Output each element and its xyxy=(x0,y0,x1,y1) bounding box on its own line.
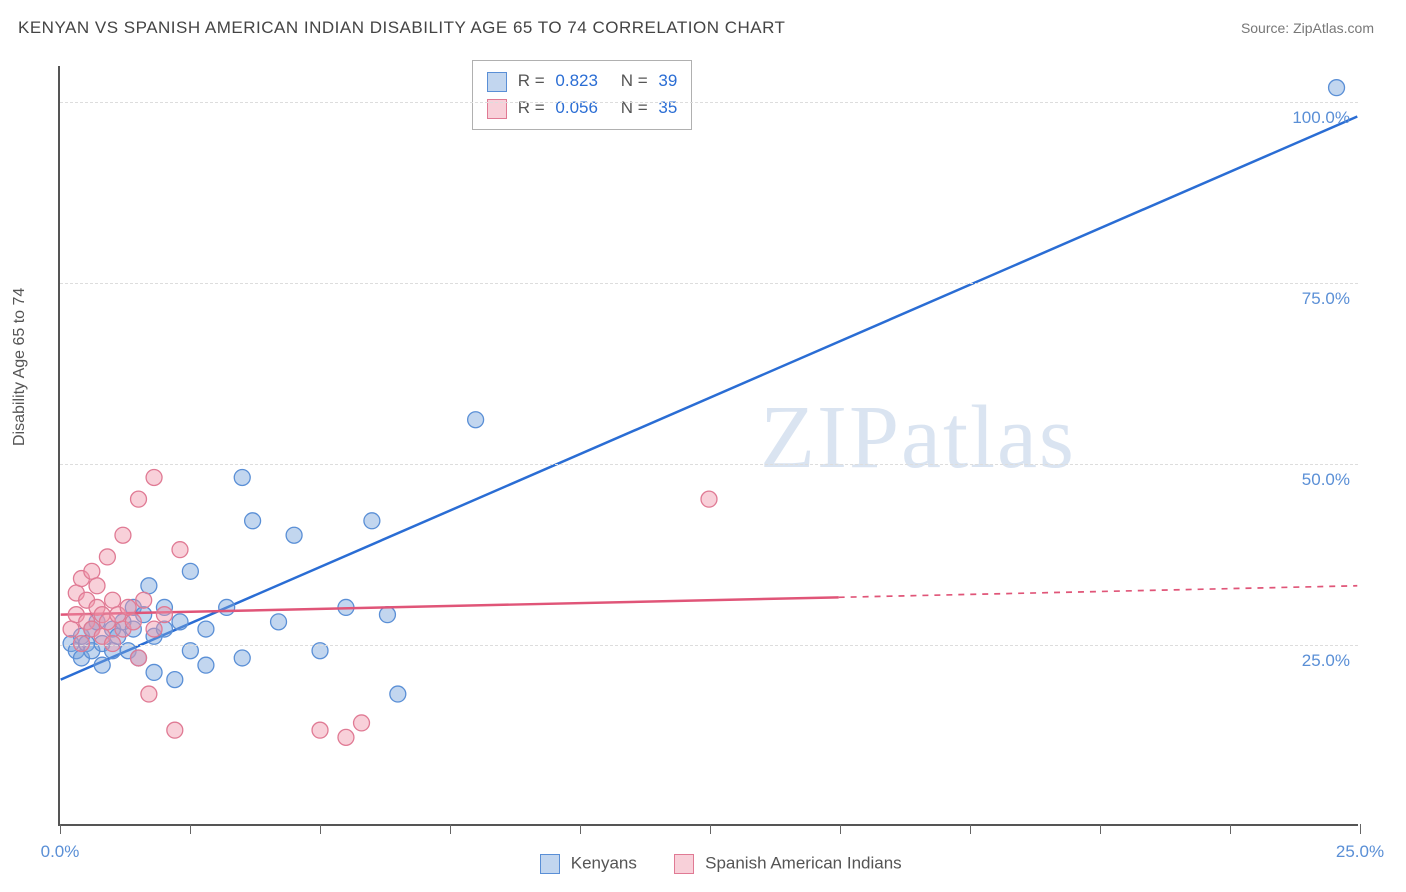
data-point xyxy=(354,715,370,731)
x-tick xyxy=(60,824,61,834)
x-tick xyxy=(970,824,971,834)
data-point xyxy=(125,614,141,630)
data-point xyxy=(167,722,183,738)
data-point xyxy=(146,621,162,637)
gridline xyxy=(60,102,1358,103)
data-point xyxy=(94,657,110,673)
data-point xyxy=(468,412,484,428)
x-tick xyxy=(1360,824,1361,834)
n-value-kenyans: 39 xyxy=(658,71,677,90)
data-point xyxy=(234,650,250,666)
data-point xyxy=(182,563,198,579)
data-point xyxy=(1329,80,1345,96)
n-label: N = xyxy=(621,98,648,117)
data-point xyxy=(89,578,105,594)
data-point xyxy=(390,686,406,702)
source-attribution: Source: ZipAtlas.com xyxy=(1241,20,1374,36)
x-tick xyxy=(450,824,451,834)
legend-swatch-kenyans xyxy=(540,854,560,874)
regression-line xyxy=(61,597,839,614)
x-tick xyxy=(840,824,841,834)
y-tick-label: 25.0% xyxy=(1302,651,1350,671)
r-label: R = xyxy=(518,71,545,90)
data-point xyxy=(136,592,152,608)
data-point xyxy=(146,664,162,680)
plot-area: R = 0.823 N = 39 R = 0.056 N = 35 ZIPatl… xyxy=(58,66,1358,826)
chart-svg xyxy=(60,66,1358,824)
data-point xyxy=(234,470,250,486)
x-tick xyxy=(1100,824,1101,834)
y-tick-label: 100.0% xyxy=(1292,108,1350,128)
gridline xyxy=(60,283,1358,284)
x-tick xyxy=(710,824,711,834)
data-point xyxy=(172,614,188,630)
data-point xyxy=(84,563,100,579)
regression-line xyxy=(61,117,1358,680)
x-tick xyxy=(1230,824,1231,834)
data-point xyxy=(379,607,395,623)
n-value-spanish: 35 xyxy=(658,98,677,117)
y-axis-title: Disability Age 65 to 74 xyxy=(11,288,29,446)
n-label: N = xyxy=(621,71,648,90)
r-label: R = xyxy=(518,98,545,117)
legend-label-kenyans: Kenyans xyxy=(571,854,637,873)
swatch-kenyans xyxy=(487,72,507,92)
data-point xyxy=(99,549,115,565)
data-point xyxy=(286,527,302,543)
data-point xyxy=(141,578,157,594)
series-legend: Kenyans Spanish American Indians xyxy=(540,853,902,874)
data-point xyxy=(245,513,261,529)
data-point xyxy=(141,686,157,702)
legend-swatch-spanish xyxy=(674,854,694,874)
data-point xyxy=(701,491,717,507)
data-point xyxy=(198,621,214,637)
gridline xyxy=(60,464,1358,465)
gridline xyxy=(60,645,1358,646)
data-point xyxy=(198,657,214,673)
x-tick-label: 25.0% xyxy=(1336,842,1384,862)
data-point xyxy=(105,592,121,608)
data-point xyxy=(338,729,354,745)
data-point xyxy=(156,607,172,623)
data-point xyxy=(364,513,380,529)
data-point xyxy=(131,491,147,507)
data-point xyxy=(115,527,131,543)
legend-label-spanish: Spanish American Indians xyxy=(705,854,902,873)
x-tick xyxy=(320,824,321,834)
data-point xyxy=(105,636,121,652)
r-value-kenyans: 0.823 xyxy=(555,71,598,90)
x-tick xyxy=(190,824,191,834)
data-point xyxy=(63,621,79,637)
correlation-legend-box: R = 0.823 N = 39 R = 0.056 N = 35 xyxy=(472,60,692,130)
legend-row-kenyans: R = 0.823 N = 39 xyxy=(487,67,677,94)
legend-row-spanish: R = 0.056 N = 35 xyxy=(487,94,677,121)
x-tick xyxy=(580,824,581,834)
y-tick-label: 50.0% xyxy=(1302,470,1350,490)
regression-line-dashed xyxy=(839,586,1358,598)
r-value-spanish: 0.056 xyxy=(555,98,598,117)
data-point xyxy=(131,650,147,666)
x-tick-label: 0.0% xyxy=(41,842,80,862)
chart-title: KENYAN VS SPANISH AMERICAN INDIAN DISABI… xyxy=(18,18,785,38)
data-point xyxy=(271,614,287,630)
data-point xyxy=(167,672,183,688)
data-point xyxy=(219,599,235,615)
data-point xyxy=(146,470,162,486)
data-point xyxy=(120,599,136,615)
data-point xyxy=(73,636,89,652)
y-tick-label: 75.0% xyxy=(1302,289,1350,309)
data-point xyxy=(312,722,328,738)
data-point xyxy=(172,542,188,558)
